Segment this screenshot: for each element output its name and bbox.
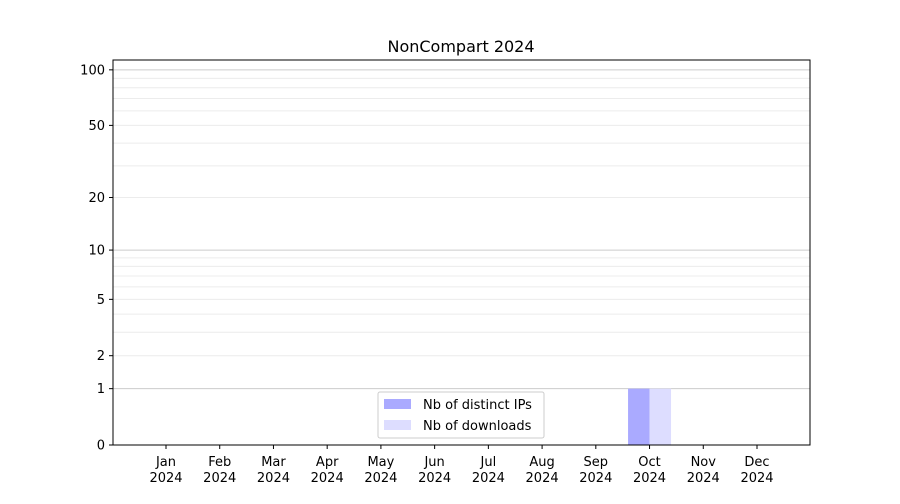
y-tick-label: 20 xyxy=(88,191,105,206)
y-axis: 0 1 2 5 10 20 50 100 xyxy=(80,63,113,454)
y-tick-label: 100 xyxy=(80,63,105,78)
legend-box xyxy=(377,391,545,439)
x-tick-label: Nov 2024 xyxy=(687,455,720,486)
x-tick-label: Mar 2024 xyxy=(257,455,290,486)
x-tick-label: Sep 2024 xyxy=(579,455,612,486)
y-tick-label: 2 xyxy=(97,349,105,364)
x-tick-label: May 2024 xyxy=(364,455,397,486)
legend-swatch-ips xyxy=(384,399,411,409)
bar-distinct-ips xyxy=(628,388,650,445)
plot-frame xyxy=(112,59,811,446)
y-tick-label: 10 xyxy=(88,244,105,259)
y-tick-label: 50 xyxy=(88,119,105,134)
legend-label-ips: Nb of distinct IPs xyxy=(423,398,532,413)
y-tick-label: 5 xyxy=(97,293,105,308)
x-tick-label: Jul 2024 xyxy=(472,455,505,486)
x-tick-label: Jan 2024 xyxy=(149,455,182,486)
legend-label-downloads: Nb of downloads xyxy=(423,419,532,434)
y-tick-label: 0 xyxy=(97,439,105,454)
x-tick-label: Oct 2024 xyxy=(633,455,666,486)
x-tick-label: Jun 2024 xyxy=(418,455,451,486)
grid xyxy=(113,69,810,390)
bars xyxy=(628,388,672,445)
x-axis: Jan 2024 Feb 2024 Mar 2024 Apr 2024 May 2024 Jun 20… xyxy=(149,445,774,486)
legend: Nb of distinct IPs Nb of downloads xyxy=(377,391,545,439)
x-tick-label: Aug 2024 xyxy=(526,455,559,486)
x-tick-label: Feb 2024 xyxy=(203,455,236,486)
legend-swatch-downloads xyxy=(384,420,411,430)
bar-downloads xyxy=(649,388,672,445)
x-tick-label: Apr 2024 xyxy=(311,455,344,486)
y-tick-label: 1 xyxy=(97,382,105,397)
x-tick-label: Dec 2024 xyxy=(740,455,773,486)
chart-title: NonCompart 2024 xyxy=(387,37,534,56)
